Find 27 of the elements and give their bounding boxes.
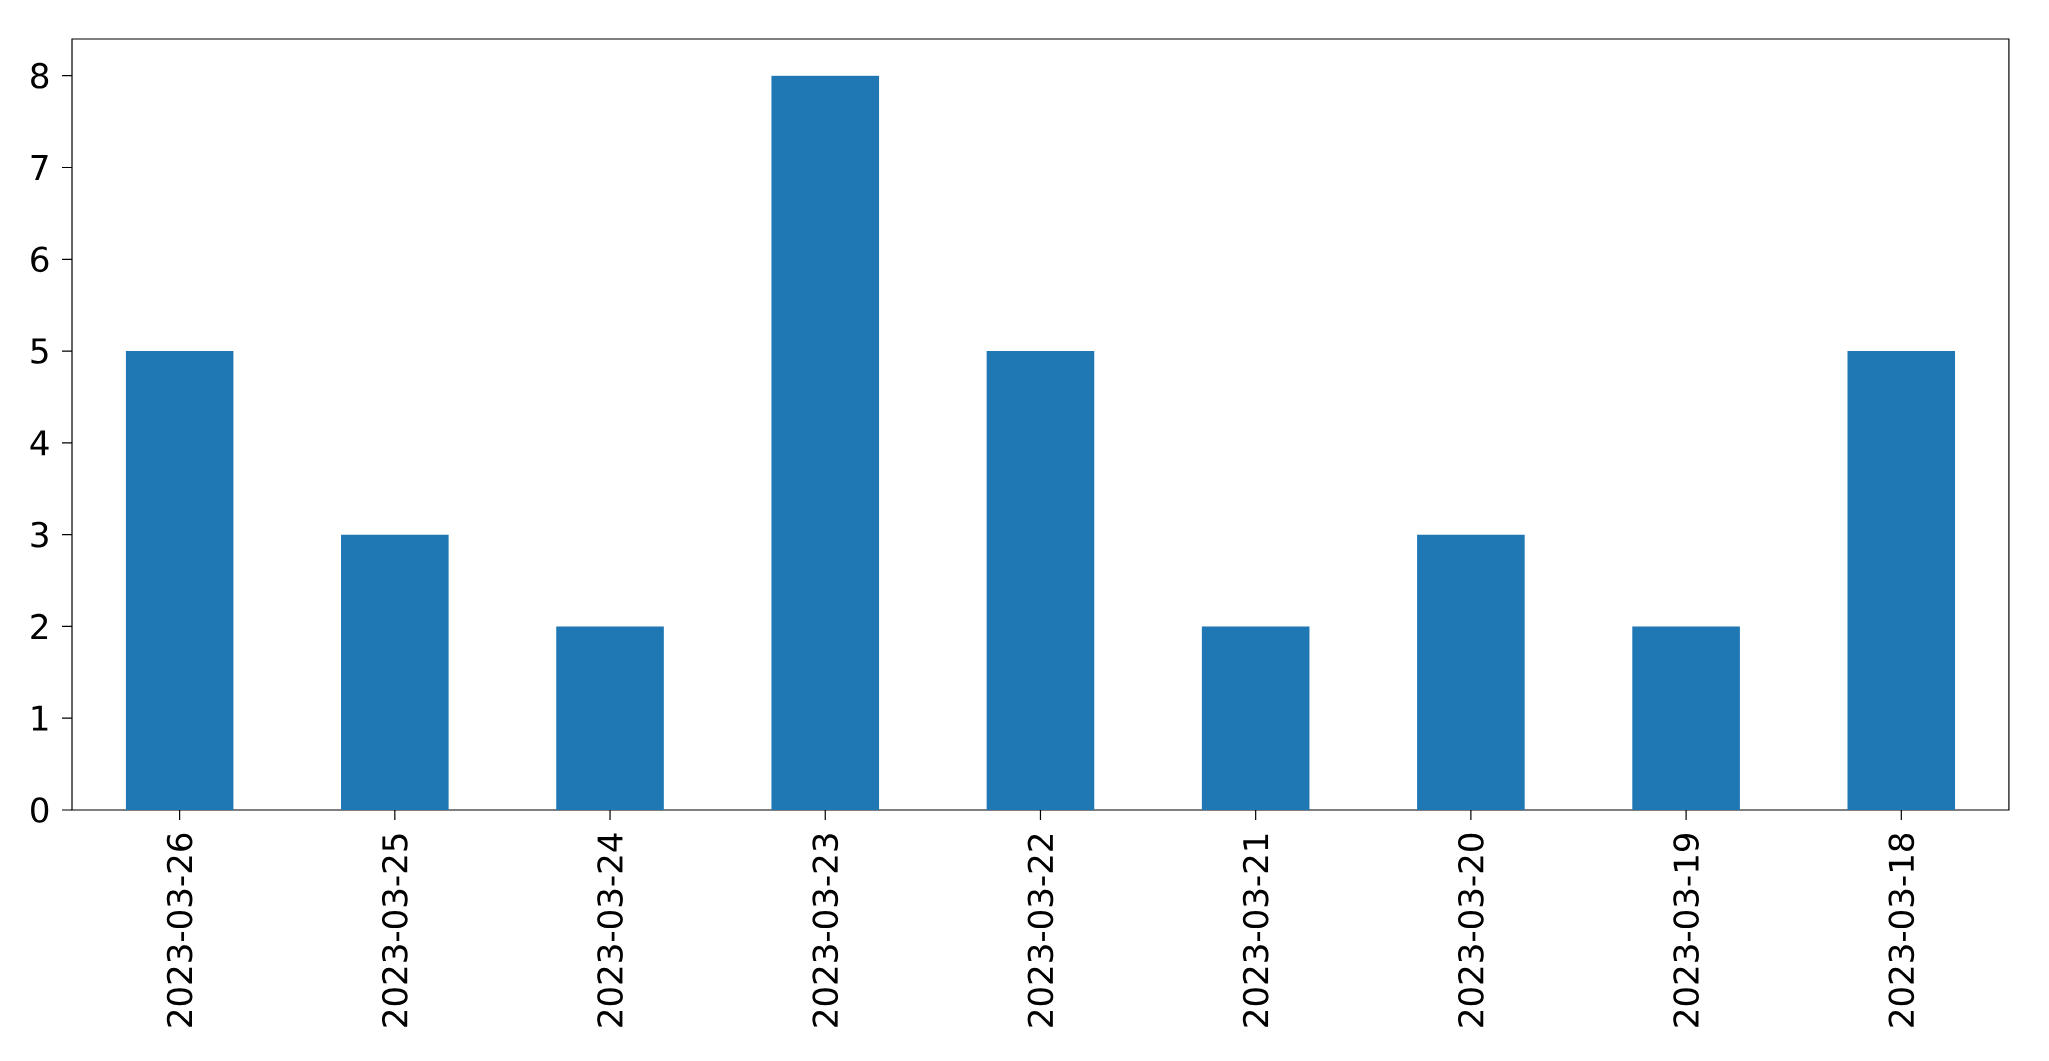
y-tick-label: 4 (30, 430, 49, 456)
y-tick-label: 1 (32, 705, 48, 731)
bar (556, 626, 664, 810)
y-tick-label: 5 (31, 338, 48, 364)
y-tick-label: 8 (31, 62, 49, 89)
x-tick-label: 2023-03-23 (812, 834, 839, 1027)
x-tick-label: 2023-03-22 (1027, 834, 1054, 1027)
bar (341, 534, 449, 810)
bar (1201, 626, 1310, 810)
y-tick-label: 2 (31, 613, 48, 640)
bar (125, 351, 234, 810)
x-tick-label: 2023-03-26 (166, 833, 193, 1027)
bar (1847, 351, 1956, 810)
y-tick-label: 6 (31, 246, 49, 273)
y-tick-label: 0 (31, 797, 49, 823)
x-tick-label: 2023-03-25 (381, 834, 408, 1027)
y-tick-label: 7 (31, 155, 48, 180)
bar (771, 75, 880, 810)
x-tick-label: 2023-03-19 (1673, 833, 1699, 1027)
x-tick-label: 2023-03-24 (597, 833, 623, 1027)
bar (986, 351, 1095, 810)
x-tick-label: 2023-03-21 (1242, 834, 1269, 1027)
bar (1417, 534, 1525, 810)
y-tick-label: 3 (31, 521, 48, 548)
x-tick-label: 2023-03-20 (1458, 833, 1484, 1027)
bar (1632, 626, 1740, 810)
x-tick-label: 2023-03-18 (1888, 833, 1915, 1027)
